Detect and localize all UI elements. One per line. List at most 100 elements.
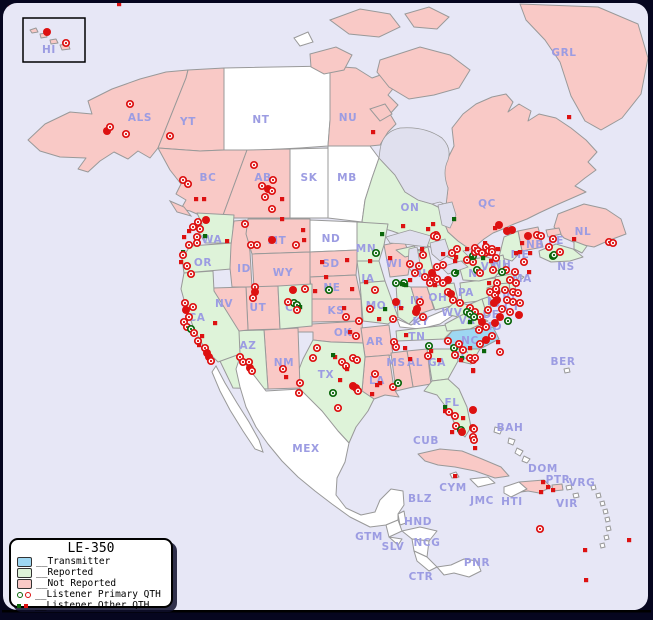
other-qth-marker — [197, 343, 202, 348]
legend-item-not-reported: __Not Reported — [17, 579, 171, 589]
marker-dot — [522, 260, 526, 264]
label-hti: HTI — [501, 496, 523, 508]
other-qth-marker — [404, 333, 409, 338]
marker-dot — [447, 410, 451, 414]
marker-dot — [513, 270, 517, 274]
other-qth-marker — [420, 247, 425, 252]
label-mn: MN — [356, 243, 376, 255]
listener-cluster-dot — [182, 306, 190, 314]
marker-dot — [181, 178, 185, 182]
legend-item-primary-qth: __Listener Primary QTH — [17, 590, 171, 600]
marker-dot — [368, 307, 372, 311]
listener-cluster-dot — [524, 232, 532, 240]
other-qth-marker — [471, 369, 476, 374]
legend-item-transmitter: __Transmitter — [17, 557, 171, 567]
other-qth-marker — [380, 232, 385, 237]
legend-box: LE-350 __Transmitter __Reported __Not Re… — [9, 538, 173, 611]
marker-dot — [511, 300, 515, 304]
label-id: ID — [237, 263, 251, 275]
marker-dot — [124, 132, 128, 136]
other-qth-marker — [187, 229, 192, 234]
other-qth-marker — [203, 234, 208, 239]
marker-dot — [394, 345, 398, 349]
marker-dot — [427, 344, 431, 348]
label-tn: TN — [408, 331, 425, 343]
other-qth-marker — [443, 405, 448, 410]
region-nt — [223, 65, 331, 151]
island — [376, 46, 471, 100]
marker-dot — [373, 372, 377, 376]
label-hi: HI — [42, 44, 56, 56]
listener-cluster-dot — [508, 226, 516, 234]
marker-dot — [494, 287, 498, 291]
marker-dot — [263, 195, 267, 199]
other-qth-marker — [377, 317, 382, 322]
region-als — [27, 69, 189, 173]
other-qth-marker — [213, 321, 218, 326]
marker-dot — [472, 315, 476, 319]
marker-dot — [514, 281, 518, 285]
marker-dot — [493, 293, 497, 297]
other-qth-marker — [433, 283, 438, 288]
marker-dot — [500, 307, 504, 311]
marker-dot — [189, 327, 193, 331]
marker-dot — [331, 391, 335, 395]
other-qth-marker — [450, 430, 455, 435]
label-ns: NS — [557, 261, 575, 273]
other-qth-marker — [572, 237, 577, 242]
marker-dot — [441, 281, 445, 285]
marker-dot — [461, 348, 465, 352]
marker-dot — [396, 381, 400, 385]
marker-dot — [182, 320, 186, 324]
marker-dot — [441, 263, 445, 267]
other-qth-marker — [388, 256, 393, 261]
marker-dot — [452, 346, 456, 350]
other-qth-marker — [426, 227, 431, 232]
marker-dot — [508, 278, 512, 282]
label-wi: WI — [386, 258, 403, 270]
other-qth-marker — [567, 115, 572, 120]
other-qth-marker — [489, 259, 494, 264]
other-qth-marker — [368, 259, 373, 264]
other-qth-marker — [399, 306, 404, 311]
other-qth-marker — [179, 260, 184, 265]
label-ut: UT — [250, 302, 267, 314]
marker-dot — [552, 253, 556, 257]
label-ms: MS — [386, 357, 405, 369]
region-mex — [235, 356, 405, 528]
green-circle-icon — [17, 592, 23, 598]
other-qth-marker — [404, 283, 409, 288]
region-grl — [519, 3, 648, 131]
marker-dot — [185, 264, 189, 268]
label-ar: AR — [366, 336, 383, 348]
other-qth-marker — [496, 340, 501, 345]
region-bah — [493, 426, 531, 464]
region-jmc — [469, 476, 496, 488]
other-qth-marker — [298, 305, 303, 310]
hawaii-inset-box — [22, 17, 86, 63]
label-mex: MEX — [292, 443, 320, 455]
label-ok: OK — [334, 327, 353, 339]
label-cub: CUB — [413, 435, 439, 447]
label-vrg: VRG — [569, 477, 596, 489]
other-qth-marker — [465, 247, 470, 252]
label-nm: NM — [274, 357, 294, 369]
marker-dot — [490, 250, 494, 254]
marker-dot — [374, 251, 378, 255]
other-qth-marker — [401, 224, 406, 229]
other-qth-marker — [194, 197, 199, 202]
other-qth-marker — [470, 256, 475, 261]
label-nu: NU — [339, 112, 358, 124]
label-oh: OH — [429, 292, 448, 304]
green-square-icon — [17, 604, 21, 608]
other-qth-marker — [518, 250, 523, 255]
marker-dot — [252, 163, 256, 167]
marker-dot — [391, 317, 395, 321]
marker-dot — [471, 260, 475, 264]
other-qth-marker — [182, 235, 187, 240]
other-qth-marker — [459, 358, 464, 363]
marker-dot — [108, 125, 112, 129]
marker-dot — [209, 359, 213, 363]
other-qth-marker — [364, 280, 369, 285]
